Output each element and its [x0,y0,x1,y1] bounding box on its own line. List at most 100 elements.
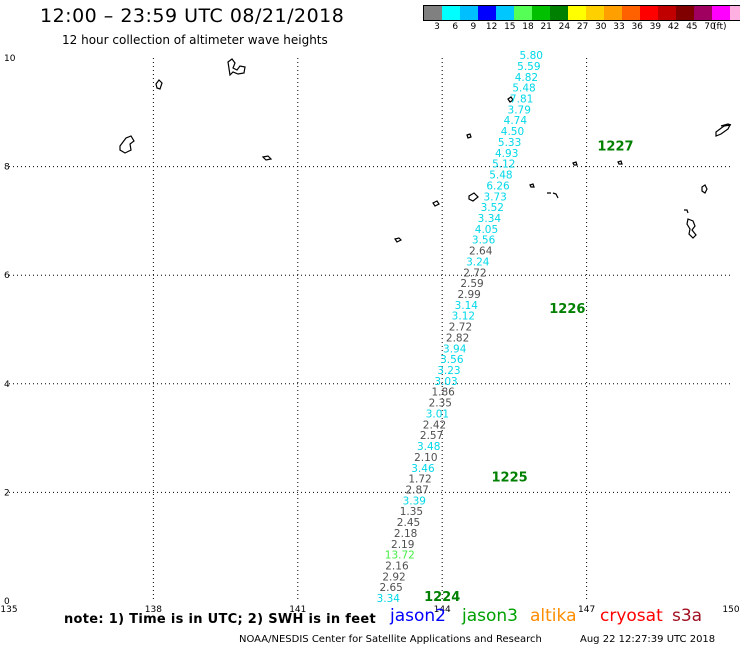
wave-height-label: 3.52 [481,202,504,214]
color-swatch [730,6,740,20]
map-title: 12:00 – 23:59 UTC 08/21/2018 [40,5,345,27]
color-swatch [640,6,658,20]
wave-height-label: 2.64 [469,246,493,258]
footer-timestamp: Aug 22 12:27:39 UTC 2018 [580,634,716,645]
latitude-tick-label: 0 [4,597,10,607]
wave-height-label: 1.72 [408,474,431,486]
island-outline [468,192,479,202]
wave-height-label: 2.82 [446,332,469,344]
legend-note: note: 1) Time is in UTC; 2) SWH is in fe… [64,612,376,627]
wave-height-label: 4.74 [504,115,528,127]
color-swatch [622,6,640,20]
island-outline [684,209,697,239]
color-swatch [694,6,712,20]
wave-height-label: 3.34 [377,593,401,605]
wave-height-label: 2.10 [414,452,437,464]
color-scale-tick-label: 36 [631,22,643,32]
island-outline [261,155,273,161]
wave-height-label: 5.12 [492,159,515,171]
wave-height-label: 3.12 [452,311,475,323]
wave-height-label: 7.81 [510,94,533,106]
wave-height-label: 3.24 [466,256,490,268]
wave-height-label: 2.18 [394,528,417,540]
color-scale-tick-label: 18 [522,22,534,32]
satellite-legend-altika: altika [530,606,577,626]
color-scale-tick-label: 33 [613,22,625,32]
color-scale-tick-label: 24 [558,22,571,32]
color-swatch [568,6,586,20]
pass-time-label: 1226 [549,302,585,317]
color-swatch [676,6,694,20]
color-swatch [424,6,442,20]
island-outline [720,123,732,127]
color-scale-tick-label: 6 [452,22,459,32]
satellite-legend-s3a: s3a [672,606,703,626]
island-outline [227,58,246,77]
wave-height-label: 2.59 [460,278,483,290]
color-scale-tick-label: 15 [504,22,516,32]
color-swatch [496,6,514,20]
longitude-tick-label: 141 [289,605,306,615]
wave-height-label: 3.34 [478,213,502,225]
wave-height-label: 3.56 [440,354,464,366]
color-swatch [658,6,676,20]
wave-height-label: 1.35 [400,506,423,518]
latitude-tick-label: 10 [4,54,16,64]
wave-height-label: 4.93 [495,148,518,160]
wave-height-label: 2.87 [405,484,428,496]
color-scale-tick-label: 27 [576,22,589,32]
wave-height-label: 3.73 [483,191,506,203]
wave-height-label: 3.94 [443,343,467,355]
color-scale-tick-label: 9 [470,22,477,32]
latitude-tick-label: 8 [4,163,10,173]
wave-height-label: 13.72 [385,550,415,562]
satellite-legend-jason3: jason3 [462,606,518,626]
wave-height-label: 3.56 [472,235,496,247]
map-subtitle: 12 hour collection of altimeter wave hei… [62,33,328,47]
wave-height-label: 3.23 [437,365,460,377]
pass-time-label: 1225 [491,471,527,486]
wave-height-label: 2.16 [385,561,409,573]
color-scale-tick-label: 30 [595,22,607,32]
island-outline [701,184,708,194]
island-outline [547,192,559,199]
wave-height-label: 2.57 [420,430,443,442]
wave-height-label: 2.72 [449,322,472,334]
color-swatch [586,6,604,20]
wave-height-label: 3.48 [417,441,440,453]
color-scale-tick-label: 39 [649,22,662,32]
wave-height-label: 4.50 [501,126,524,138]
color-scale-tick-label: 21 [540,22,552,32]
color-scale-tick-label: 3 [434,22,440,32]
longitude-tick-label: 150 [722,605,739,615]
color-scale-bar [423,5,740,21]
pass-time-label: 1224 [424,590,460,605]
wave-height-label: 5.80 [520,50,543,62]
color-scale-tick-label: 45 [686,22,698,32]
pass-time-label: 1227 [597,139,633,154]
wave-height-label: 2.72 [463,267,486,279]
island-outline [119,135,135,154]
color-swatch [712,6,730,20]
wave-height-label: 2.19 [391,539,414,551]
wave-height-label: 5.48 [512,83,535,95]
island-outline [155,79,163,90]
color-scale-tick-label: 42 [667,22,680,32]
wave-height-label: 3.46 [411,463,435,475]
island-outline [466,133,472,139]
color-scale-unit: (ft) [713,22,727,32]
wave-height-label: 5.33 [498,137,521,149]
color-swatch [532,6,550,20]
latitude-tick-label: 2 [4,488,10,498]
color-swatch [550,6,568,20]
longitude-tick-label: 135 [0,605,17,615]
wave-height-label: 5.48 [489,170,512,182]
wave-height-label: 2.45 [397,517,420,529]
color-swatch [514,6,532,20]
wave-height-label: 3.03 [434,376,457,388]
color-swatch [604,6,622,20]
wave-height-label: 6.26 [486,180,510,192]
wave-height-label: 1.86 [431,387,455,399]
wave-height-label: 4.82 [515,72,538,84]
longitude-tick-label: 147 [578,605,595,615]
